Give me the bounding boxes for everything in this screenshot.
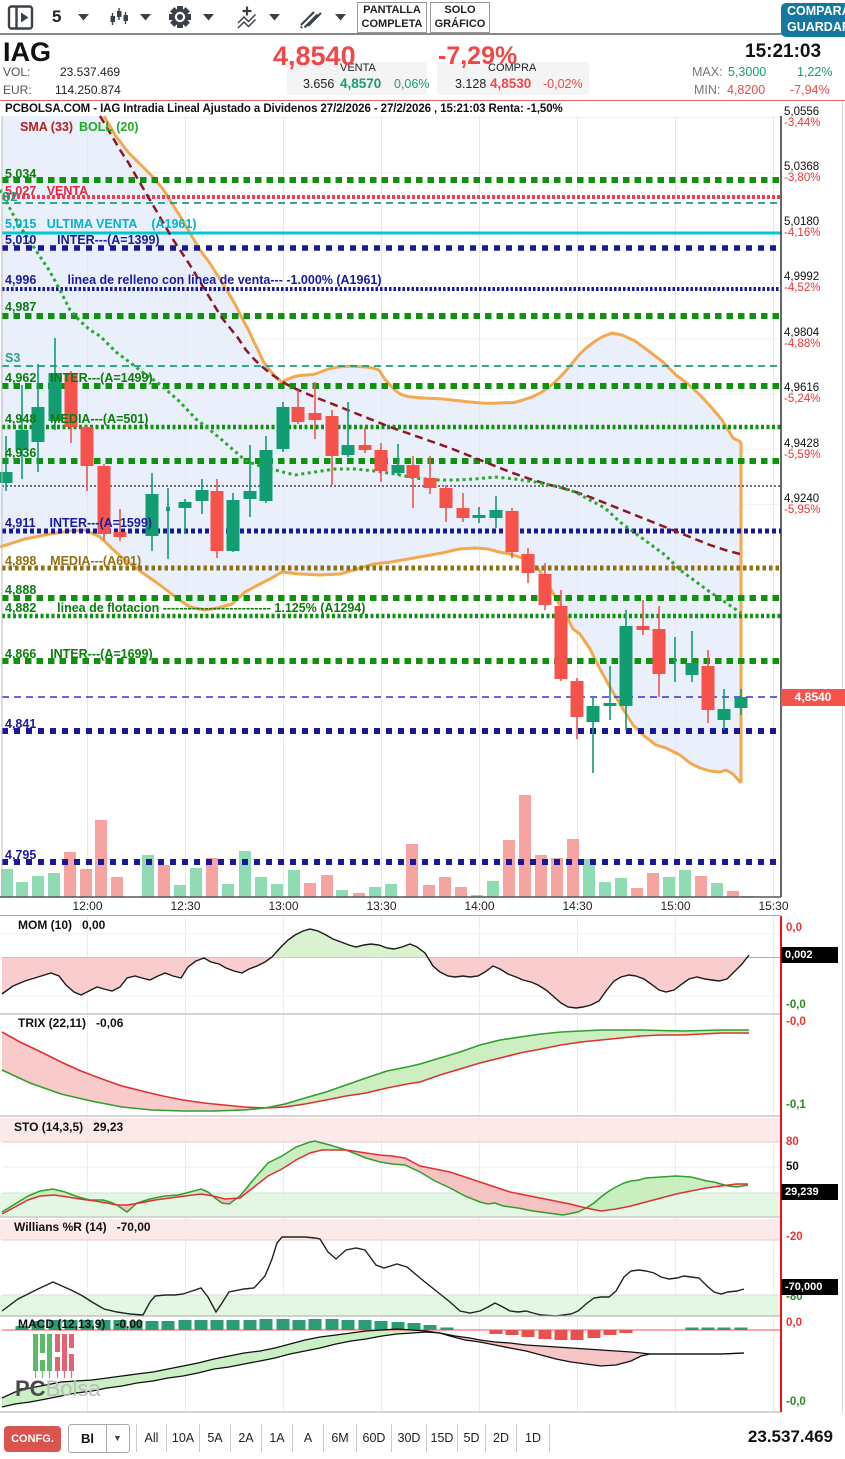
svg-text:15:30: 15:30 — [758, 899, 788, 913]
svg-text:15:00: 15:00 — [660, 899, 690, 913]
svg-text:14:00: 14:00 — [464, 899, 494, 913]
svg-text:12:00: 12:00 — [72, 899, 102, 913]
svg-text:13:00: 13:00 — [268, 899, 298, 913]
svg-text:14:30: 14:30 — [562, 899, 592, 913]
svg-text:13:30: 13:30 — [366, 899, 396, 913]
svg-text:12:30: 12:30 — [170, 899, 200, 913]
